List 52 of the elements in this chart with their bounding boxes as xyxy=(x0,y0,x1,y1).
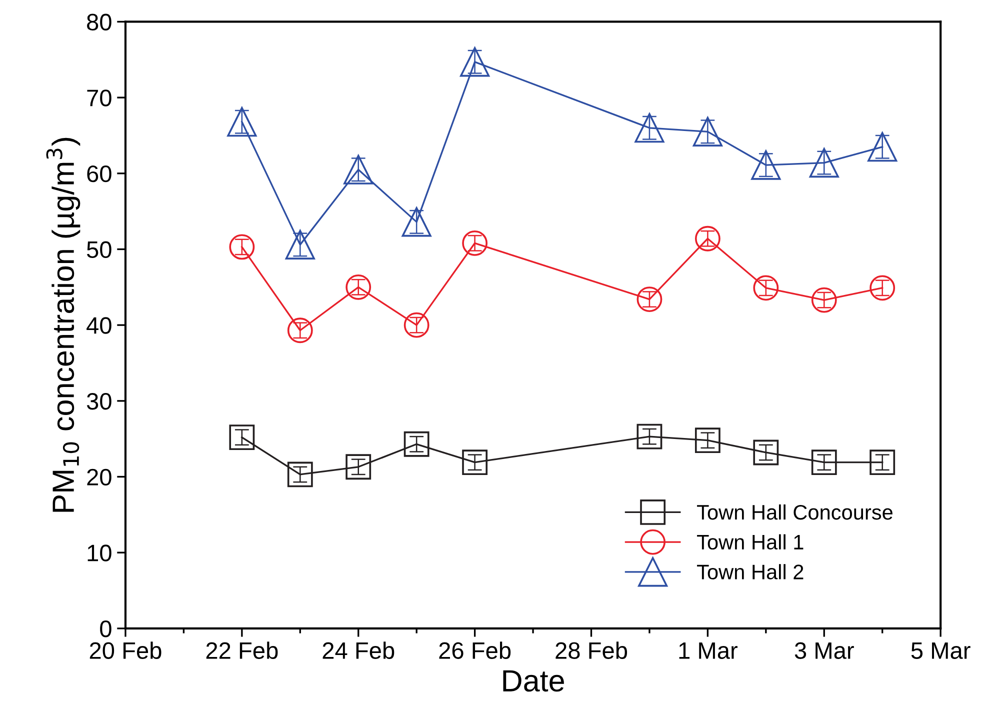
point xyxy=(404,431,430,457)
x-tick-label: 24 Feb xyxy=(322,642,394,659)
point xyxy=(751,150,781,180)
y-tick-label: 70 xyxy=(87,90,112,106)
x-tick-label: 26 Feb xyxy=(439,642,511,659)
x-tick-label: 28 Feb xyxy=(556,642,628,659)
y-tick-label: 40 xyxy=(86,317,112,334)
point xyxy=(870,275,896,301)
y-tick-label: 10 xyxy=(88,544,112,562)
point xyxy=(636,424,662,450)
point xyxy=(870,450,896,476)
point xyxy=(404,312,430,338)
x-axis-title: Date xyxy=(503,670,564,692)
point xyxy=(753,275,779,301)
point xyxy=(287,462,313,488)
y-tick-label: 0 xyxy=(100,620,112,638)
point xyxy=(694,428,720,454)
y-tick-label: 50 xyxy=(86,241,112,258)
point xyxy=(462,450,488,476)
y-tick-label: 30 xyxy=(86,392,112,410)
legend-label: Town Hall 2 xyxy=(697,564,804,580)
point xyxy=(811,287,837,313)
x-tick-label: 22 Feb xyxy=(206,642,278,659)
point xyxy=(811,450,837,476)
y-axis-title: PM$_{10}$ concentration (µg/m$^{3}$) xyxy=(46,138,80,512)
point xyxy=(634,113,664,143)
point xyxy=(636,286,662,312)
point xyxy=(868,132,898,162)
x-tick-label: 5 Mar xyxy=(911,642,970,659)
point xyxy=(809,148,839,178)
point xyxy=(229,234,255,260)
point xyxy=(344,154,374,184)
x-tick-label: 20 Feb xyxy=(90,642,162,659)
point xyxy=(753,440,779,466)
point xyxy=(285,230,315,260)
y-tick-label: 20 xyxy=(87,468,112,486)
point xyxy=(694,226,720,252)
point xyxy=(402,207,432,237)
point xyxy=(229,424,255,450)
legend-label: Town Hall 1 xyxy=(697,534,804,550)
point xyxy=(227,107,257,137)
point xyxy=(287,318,313,344)
point xyxy=(692,116,722,146)
x-tick-label: 3 Mar xyxy=(794,642,854,659)
point xyxy=(346,274,372,300)
legend-label: Town Hall Concourse xyxy=(697,504,892,520)
y-tick-label: 60 xyxy=(87,165,112,182)
y-tick-label: 80 xyxy=(87,14,112,31)
point xyxy=(346,454,372,480)
point xyxy=(460,47,490,77)
x-tick-label: 1 Mar xyxy=(679,642,738,659)
point xyxy=(462,230,488,256)
